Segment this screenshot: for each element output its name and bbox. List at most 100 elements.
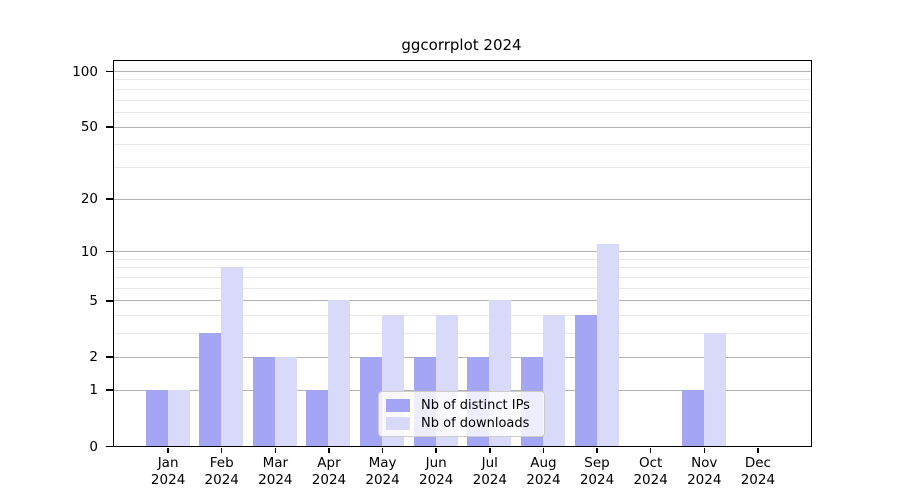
bar-distinct-ips <box>199 333 222 446</box>
x-tick-label-month: Jan <box>157 454 179 471</box>
y-tick-label: 10 <box>80 243 98 260</box>
gridline-minor <box>114 88 811 90</box>
bar-downloads <box>703 333 726 446</box>
y-tick-label: 5 <box>89 292 98 309</box>
gridline-major <box>114 126 811 128</box>
gridline-major <box>114 300 811 302</box>
y-tick-label: 0 <box>89 438 98 455</box>
y-tick-label: 100 <box>72 63 98 80</box>
x-tick-mark <box>381 448 384 453</box>
bar-downloads <box>274 356 297 446</box>
x-tick-label-year: 2024 <box>740 471 776 488</box>
gridline-minor <box>114 144 811 146</box>
x-tick-mark <box>328 448 330 453</box>
x-tick-label: Jun 2024 <box>406 455 466 489</box>
legend-label-downloads: Nb of downloads <box>421 415 530 431</box>
x-tick-label-month: Jun <box>425 454 447 471</box>
gridline-major <box>114 389 811 391</box>
x-tick-mark <box>220 448 223 453</box>
x-tick-label: Aug 2024 <box>513 455 573 489</box>
bar-downloads <box>542 315 565 446</box>
y-tick-label: 2 <box>89 349 98 366</box>
x-tick-label: Jul 2024 <box>460 455 520 489</box>
gridline-minor <box>114 267 811 269</box>
x-tick-mark <box>649 448 652 453</box>
y-tick-mark <box>106 445 113 448</box>
x-tick-label-year: 2024 <box>419 471 454 488</box>
bar-downloads <box>328 300 351 446</box>
x-tick-label: Oct 2024 <box>621 455 681 489</box>
gridline-minor <box>114 99 811 101</box>
bar-downloads <box>221 267 244 446</box>
legend-swatch-downloads <box>386 416 410 430</box>
x-tick-label-year: 2024 <box>633 471 668 488</box>
y-tick-label: 20 <box>80 191 98 208</box>
x-tick-label-year: 2024 <box>579 471 615 488</box>
x-tick-mark <box>274 448 277 453</box>
gridline-minor <box>114 277 811 279</box>
gridline-minor <box>114 79 811 81</box>
x-tick-label: May 2024 <box>353 455 413 489</box>
gridline-major <box>114 251 811 253</box>
x-tick-mark <box>703 448 706 453</box>
chart-title: ggcorrplot 2024 <box>401 36 522 54</box>
x-tick-label-month: Jul <box>481 454 498 471</box>
x-tick-label: Dec 2024 <box>728 455 788 489</box>
gridline-minor <box>114 111 811 113</box>
x-tick-label: Sep 2024 <box>567 455 627 489</box>
x-tick-label-year: 2024 <box>365 471 400 488</box>
x-tick-label-month: Sep <box>584 454 610 471</box>
x-tick-label-year: 2024 <box>204 471 239 488</box>
gridline-minor <box>114 287 811 289</box>
x-tick-label: Apr 2024 <box>299 455 359 489</box>
x-tick-label: Nov 2024 <box>674 455 734 489</box>
x-tick-mark <box>542 448 545 453</box>
x-tick-label: Mar 2024 <box>245 455 305 489</box>
legend-swatch-distinct-ips <box>386 398 410 412</box>
plot-area: Nb of distinct IPs Nb of downloads <box>113 60 812 447</box>
gridline-minor <box>114 333 811 335</box>
legend: Nb of distinct IPs Nb of downloads <box>378 391 545 437</box>
x-tick-label-month: Oct <box>638 454 663 471</box>
y-tick-mark <box>106 250 113 253</box>
gridline-major <box>114 71 811 72</box>
gridline-minor <box>114 315 811 317</box>
x-tick-label-year: 2024 <box>687 471 722 488</box>
x-tick-label-year: 2024 <box>526 471 561 488</box>
y-tick-label: 1 <box>89 382 98 399</box>
y-tick-mark <box>106 70 113 73</box>
grid-layer <box>114 61 811 446</box>
bar-distinct-ips <box>681 389 704 446</box>
x-tick-mark <box>167 448 169 453</box>
gridline-major <box>114 356 811 358</box>
x-tick-mark <box>489 448 491 453</box>
bar-distinct-ips <box>306 389 329 446</box>
x-tick-label-year: 2024 <box>150 471 186 488</box>
y-tick-mark <box>106 356 113 358</box>
x-tick-mark <box>435 448 437 453</box>
y-tick-mark <box>106 198 113 200</box>
legend-entry-distinct-ips: Nb of distinct IPs <box>386 397 536 413</box>
gridline-major <box>114 198 811 200</box>
x-tick-label: Feb 2024 <box>192 455 252 489</box>
gridline-minor <box>114 258 811 260</box>
y-tick-mark <box>106 126 113 128</box>
x-tick-label-month: Dec <box>744 454 771 471</box>
gridline-minor <box>114 166 811 168</box>
y-tick-label: 50 <box>80 119 98 136</box>
bar-distinct-ips <box>360 356 383 446</box>
x-tick-label-month: May <box>368 454 397 471</box>
legend-label-distinct-ips: Nb of distinct IPs <box>421 397 530 413</box>
y-tick-mark <box>106 300 113 302</box>
x-tick-label-month: Feb <box>209 454 234 471</box>
x-tick-label-month: Aug <box>530 454 557 471</box>
x-tick-label: Jan 2024 <box>138 455 198 489</box>
x-tick-label-year: 2024 <box>258 471 293 488</box>
bar-downloads <box>596 244 619 446</box>
bar-distinct-ips <box>145 389 168 446</box>
x-tick-label-year: 2024 <box>472 471 507 488</box>
x-tick-label-year: 2024 <box>311 471 347 488</box>
y-tick-mark <box>106 389 113 391</box>
x-tick-label-month: Mar <box>262 454 289 471</box>
